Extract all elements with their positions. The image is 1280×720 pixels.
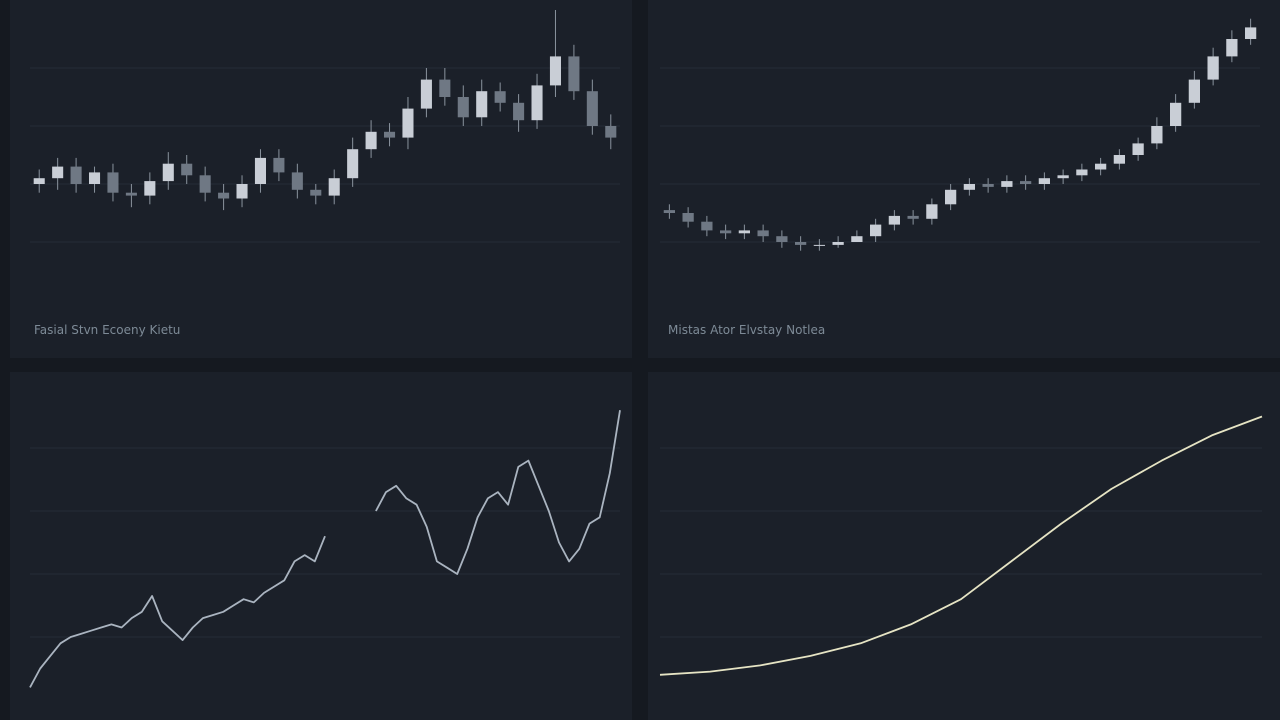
candle-body (1113, 155, 1125, 164)
candle-body (181, 163, 193, 176)
candle-body (1245, 27, 1257, 39)
candle-body (1001, 181, 1013, 187)
candle-body (531, 85, 543, 121)
candle-body (144, 181, 156, 196)
candle-body (476, 91, 488, 118)
panel-caption: Fasial Stvn Ecoeny Kietu (34, 323, 180, 337)
candle-body (1095, 163, 1107, 170)
candle-body (513, 102, 525, 121)
candle-body (757, 230, 769, 237)
candle-body (549, 56, 561, 86)
candle-body (1076, 169, 1088, 176)
candle-body (1207, 56, 1219, 80)
candle-body (888, 215, 900, 225)
candle-body (291, 172, 303, 190)
candle-body (310, 189, 322, 196)
line-series (29, 410, 621, 688)
candle-body (457, 97, 469, 118)
candle-body (347, 149, 359, 179)
line-series (659, 415, 1263, 676)
candle-body (254, 157, 266, 184)
candle-body (586, 91, 598, 126)
candle-body (89, 172, 101, 184)
panel-caption: Mistas Ator Elvstay Notlea (668, 323, 825, 337)
candle-body (107, 172, 119, 193)
candle-body (52, 166, 64, 179)
candle-body (162, 163, 174, 182)
panel (648, 0, 1280, 358)
candle-body (720, 230, 732, 234)
candle-body (33, 178, 45, 184)
candle-body (963, 184, 975, 190)
candle-body (1057, 175, 1069, 179)
candle-body (1132, 143, 1144, 155)
candle-body (813, 244, 825, 246)
candle-body (982, 184, 994, 187)
candle-body (832, 242, 844, 245)
candle-body (945, 189, 957, 205)
candle-body (273, 157, 285, 173)
candle-body (328, 178, 340, 196)
candle-body (1188, 79, 1200, 103)
candle-body (1020, 181, 1032, 184)
panel (648, 372, 1280, 720)
candle-body (420, 79, 432, 109)
panel (10, 0, 632, 358)
candle-body (682, 213, 694, 222)
candle-body (218, 192, 230, 199)
candle-body (663, 210, 675, 213)
candle-body (738, 230, 750, 234)
candle-body (776, 236, 788, 242)
candle-body (365, 131, 377, 150)
candle-body (1151, 126, 1163, 144)
candle-body (870, 224, 882, 237)
candle-body (70, 166, 82, 184)
candle-body (236, 184, 248, 199)
candle-body (926, 204, 938, 219)
candle-body (568, 56, 580, 92)
candle-body (494, 91, 506, 103)
candle-body (795, 242, 807, 245)
candle-body (199, 175, 211, 193)
candle-body (851, 236, 863, 242)
candle-body (1038, 178, 1050, 184)
candle-body (125, 192, 137, 196)
candle-body (701, 221, 713, 231)
candle-body (1226, 39, 1238, 57)
candle-body (439, 79, 451, 97)
candle-body (907, 215, 919, 219)
candle-body (605, 126, 617, 138)
candle-body (384, 131, 396, 138)
candle-body (1170, 102, 1182, 126)
candle-body (402, 108, 414, 138)
